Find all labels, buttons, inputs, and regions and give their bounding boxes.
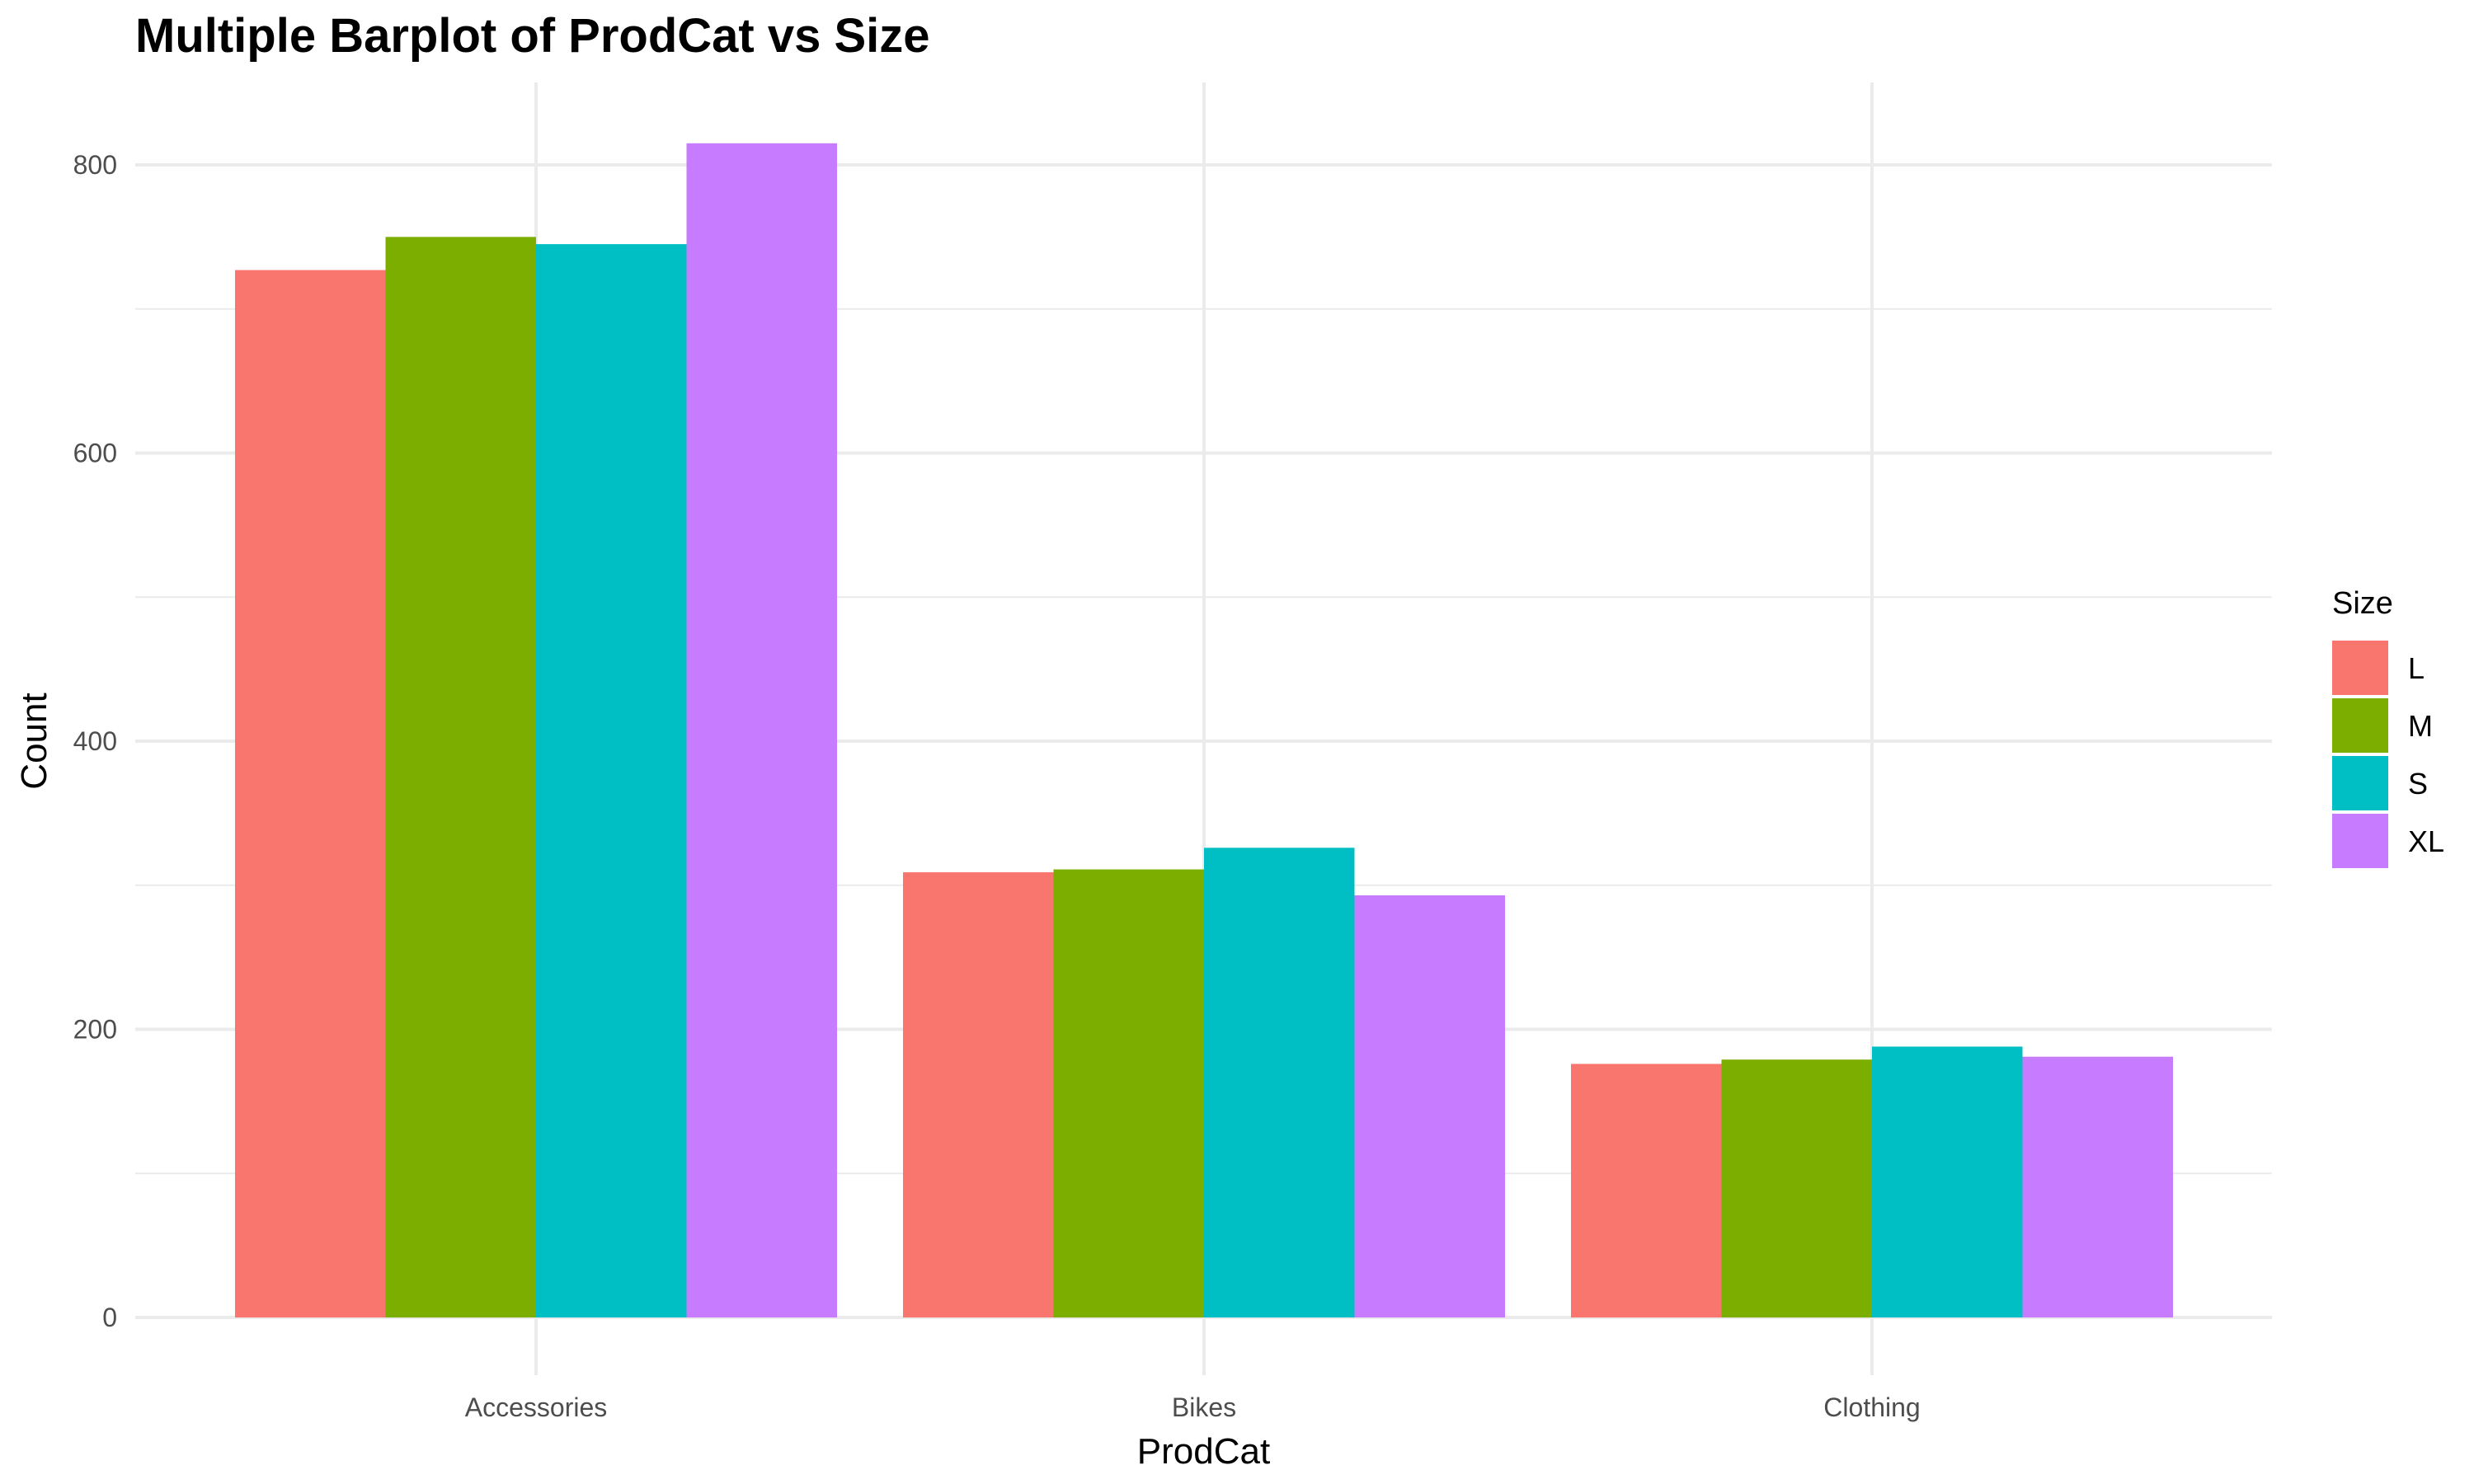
y-axis-title: Count [14, 693, 54, 789]
bar-clothing-m [1721, 1059, 1872, 1317]
bar-bikes-s [1204, 848, 1355, 1317]
legend: Size LMS XL [2332, 586, 2444, 868]
bar-clothing-l [1571, 1064, 1722, 1317]
legend-key-m [2332, 698, 2388, 753]
tick-labels: 0 200 400 600 800 Accessories Bikes Clothing [73, 150, 1921, 1422]
bar-clothing-xl [2022, 1056, 2173, 1317]
legend-key-l [2332, 641, 2388, 695]
y-tick-label: 600 [73, 439, 117, 468]
bar-clothing-s [1872, 1046, 2023, 1317]
legend-label-m: M [2408, 709, 2433, 743]
x-tick-label: Bikes [1172, 1392, 1236, 1422]
y-tick-label: 800 [73, 150, 117, 180]
x-axis-title: ProdCat [1137, 1431, 1270, 1472]
bar-bikes-l [903, 872, 1054, 1317]
bar-bikes-m [1053, 869, 1204, 1317]
legend-label-s: S [2408, 767, 2428, 801]
legend-key-xl [2332, 814, 2388, 868]
y-tick-label: 200 [73, 1015, 117, 1045]
y-tick-label: 0 [102, 1303, 117, 1332]
legend-key-s [2332, 756, 2388, 810]
chart-title: Multiple Barplot of ProdCat vs Size [135, 9, 930, 63]
bar-accessories-s [536, 244, 687, 1317]
bars [235, 143, 2173, 1318]
bar-accessories-xl [686, 143, 837, 1318]
bar-accessories-m [385, 237, 536, 1317]
legend-label-xl: XL [2408, 824, 2444, 858]
x-tick-label: Accessories [465, 1392, 608, 1422]
x-tick-label: Clothing [1823, 1392, 1920, 1422]
y-tick-label: 400 [73, 726, 117, 756]
legend-title: Size [2332, 586, 2393, 621]
bar-bikes-xl [1354, 895, 1505, 1317]
legend-label-l: L [2408, 651, 2425, 685]
bar-accessories-l [235, 270, 386, 1317]
